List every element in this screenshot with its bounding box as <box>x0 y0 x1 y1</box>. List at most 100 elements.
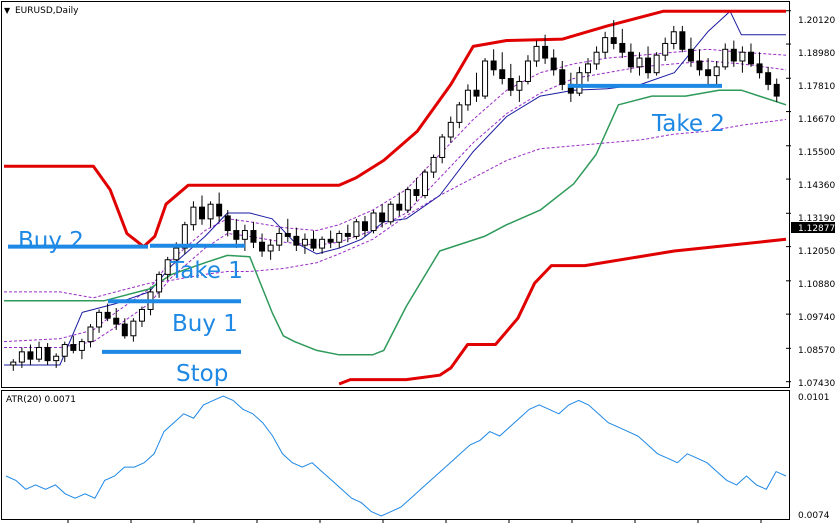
candle-down <box>224 215 231 232</box>
atr-axis-top: 0.0101 <box>798 393 830 403</box>
candle-down <box>379 212 386 223</box>
candle-up <box>353 221 360 237</box>
dropdown-icon[interactable]: ▼ <box>4 6 11 15</box>
candle-up <box>636 57 643 68</box>
candle-up <box>430 156 437 173</box>
candle-down <box>773 83 780 97</box>
candle-up <box>61 344 68 357</box>
candle-down <box>619 42 626 53</box>
candle-up <box>78 341 85 351</box>
candle-down <box>70 344 77 351</box>
candle-up <box>662 42 669 56</box>
candle-up <box>370 212 377 232</box>
candle-down <box>216 203 223 217</box>
candle-down <box>27 351 34 360</box>
candle-up <box>653 54 660 74</box>
candle-up <box>593 51 600 65</box>
candle-up <box>267 244 274 252</box>
annotations: Buy 2 Take 1 Buy 1 Stop Take 2 <box>18 111 725 387</box>
candle-up <box>713 66 720 77</box>
candle-down <box>705 69 712 77</box>
price-tick-label: 1.14360 <box>798 181 835 191</box>
candle-down <box>44 346 51 362</box>
candle-up <box>36 346 43 360</box>
purple-dashed-upper-line <box>3 48 787 343</box>
candle-down <box>756 63 763 74</box>
candle-up <box>156 273 163 293</box>
annotation-buy-2: Buy 2 <box>18 228 84 254</box>
annotation-take-2: Take 2 <box>651 111 725 137</box>
atr-series <box>5 395 787 517</box>
candle-down <box>293 235 300 246</box>
candle-up <box>422 171 429 196</box>
annotation-take-1: Take 1 <box>169 258 243 284</box>
candle-up <box>164 259 171 275</box>
price-tick-label: 1.20120 <box>798 16 835 26</box>
candle-down <box>696 60 703 71</box>
annotation-stop: Stop <box>176 361 228 387</box>
candle-down <box>284 232 291 237</box>
annotation-buy-1: Buy 1 <box>172 311 238 337</box>
price-tick-label: 1.17810 <box>798 82 835 92</box>
candle-up <box>190 206 197 226</box>
candle-up <box>87 326 94 343</box>
candle-up <box>670 31 677 44</box>
candles <box>10 20 780 371</box>
price-tick-label: 1.18980 <box>798 49 835 59</box>
price-tick-label: 1.15500 <box>798 148 835 158</box>
candle-down <box>113 317 120 325</box>
annotation-lines <box>8 83 722 354</box>
price-tick-label: 1.12050 <box>798 247 835 257</box>
candle-up <box>173 247 180 261</box>
candle-up <box>439 136 446 158</box>
candle-up <box>482 60 489 97</box>
candle-up <box>181 224 188 249</box>
candle-up <box>524 60 531 82</box>
candle-up <box>464 89 471 106</box>
candle-up <box>739 51 746 62</box>
candle-down <box>310 238 317 249</box>
candle-down <box>344 232 351 237</box>
atr-axis-bottom: 0.0074 <box>798 511 830 521</box>
candle-down <box>199 206 205 220</box>
chart-title: EURUSD,Daily <box>15 6 79 16</box>
candle-up <box>96 311 103 328</box>
candle-up <box>336 232 343 243</box>
time-axis-ticks <box>67 519 762 523</box>
candle-up <box>53 355 60 362</box>
candle-up <box>207 203 214 220</box>
candle-down <box>361 221 368 232</box>
candle-up <box>456 104 463 123</box>
candle-down <box>730 48 737 62</box>
candle-up <box>138 308 145 322</box>
candle-up <box>533 45 540 62</box>
candle-down <box>559 69 566 85</box>
candle-down <box>259 241 266 252</box>
candle-down <box>507 78 514 91</box>
price-tick-label: 1.13190 <box>798 214 835 224</box>
candle-up <box>387 203 394 223</box>
candle-down <box>550 57 557 71</box>
candle-down <box>687 48 694 62</box>
price-tick-label: 1.16670 <box>798 115 835 125</box>
candle-up <box>301 238 308 246</box>
candle-up <box>447 121 454 138</box>
atr-line <box>5 395 787 517</box>
chart-header: ▼ EURUSD,Daily <box>4 6 79 16</box>
candle-down <box>121 323 128 337</box>
price-axis: 1.20120 1.18980 1.17810 1.16670 1.15500 … <box>798 16 835 389</box>
candle-down <box>542 45 549 59</box>
candle-down <box>499 69 506 80</box>
price-tick-label: 1.09740 <box>798 313 835 323</box>
candle-down <box>610 37 617 44</box>
candle-down <box>104 311 111 319</box>
candle-up <box>319 238 326 249</box>
candle-down <box>233 230 240 240</box>
price-tick-label: 1.07430 <box>798 379 835 389</box>
price-tick-label: 1.08570 <box>798 346 835 356</box>
candle-up <box>276 232 283 246</box>
candle-down <box>413 189 420 196</box>
candle-down <box>473 89 480 97</box>
candle-down <box>250 230 257 243</box>
